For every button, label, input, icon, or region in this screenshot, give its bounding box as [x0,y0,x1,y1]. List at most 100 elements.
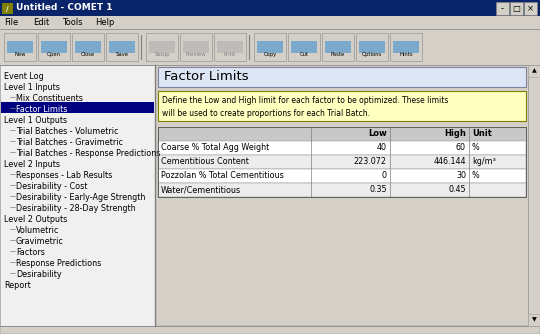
Bar [156,65,528,326]
Text: Preview: Preview [186,52,206,57]
Text: High: High [444,130,466,139]
Bar [214,33,246,61]
Text: Edit: Edit [33,18,49,27]
Bar [390,33,422,61]
Text: Open: Open [47,52,61,57]
Text: Options: Options [362,52,382,57]
Bar [41,41,67,53]
Text: Responses - Lab Results: Responses - Lab Results [16,171,112,180]
Text: Level 1 Inputs: Level 1 Inputs [4,83,60,92]
Text: Desirability: Desirability [16,270,62,279]
Text: -: - [501,4,504,13]
Text: Tools: Tools [62,18,82,27]
Text: Trial Batches - Response Predictions: Trial Batches - Response Predictions [16,149,160,158]
Bar [149,41,175,53]
Bar [0,65,155,326]
Text: /: / [6,5,9,11]
Bar [72,33,104,61]
Text: Coarse % Total Agg Weight: Coarse % Total Agg Weight [161,144,269,153]
Text: 0: 0 [382,171,387,180]
Text: Define the Low and High limit for each factor to be optimized. These limits
will: Define the Low and High limit for each f… [162,96,448,118]
Bar [322,33,354,61]
Text: Print: Print [224,52,236,57]
Text: Untitled - COMET 1: Untitled - COMET 1 [16,3,112,12]
Text: Desirability - Cost: Desirability - Cost [16,182,87,191]
Bar [4,33,36,61]
Text: 223.072: 223.072 [354,158,387,167]
Text: Unit: Unit [472,130,492,139]
Text: Volumetric: Volumetric [16,226,59,235]
Text: Setup: Setup [154,52,170,57]
Text: Cementitious Content: Cementitious Content [161,158,249,167]
Bar [393,41,419,53]
Text: ▲: ▲ [531,68,536,73]
Bar [2,3,13,14]
Text: Factors: Factors [16,248,45,257]
Bar [0,326,540,334]
Text: Hints: Hints [399,52,413,57]
Bar [158,183,526,197]
Bar [528,65,540,77]
Bar [158,127,526,197]
Text: %: % [472,171,480,180]
Text: %: % [472,144,480,153]
Bar [0,16,540,29]
Text: Event Log: Event Log [4,72,44,81]
Bar [359,41,385,53]
Text: Help: Help [96,18,115,27]
Text: Pozzolan % Total Cementitious: Pozzolan % Total Cementitious [161,171,284,180]
Text: Save: Save [116,52,129,57]
Bar [510,2,523,15]
Text: 0.45: 0.45 [448,185,466,194]
Bar [146,33,178,61]
Text: 30: 30 [456,171,466,180]
Bar [109,41,135,53]
Bar [524,2,537,15]
Text: ×: × [527,4,534,13]
Text: Desirability - Early-Age Strength: Desirability - Early-Age Strength [16,193,145,202]
Bar [528,65,540,326]
Text: Trial Batches - Volumetric: Trial Batches - Volumetric [16,127,118,136]
Text: Level 1 Outputs: Level 1 Outputs [4,116,67,125]
Bar [158,155,526,169]
Text: Response Predictions: Response Predictions [16,259,102,268]
Bar [183,41,209,53]
Bar [257,41,283,53]
Bar [356,33,388,61]
Text: Level 2 Outputs: Level 2 Outputs [4,215,68,224]
Text: kg/m³: kg/m³ [472,158,496,167]
Text: Desirability - 28-Day Strength: Desirability - 28-Day Strength [16,204,136,213]
Text: □: □ [512,4,521,13]
Text: New: New [15,52,26,57]
Bar [75,41,101,53]
Text: 446.144: 446.144 [434,158,466,167]
Bar [158,67,526,87]
Text: Gravimetric: Gravimetric [16,237,64,246]
Bar [0,0,540,16]
Text: 0.35: 0.35 [369,185,387,194]
Bar [106,33,138,61]
Bar [217,41,243,53]
Bar [158,169,526,183]
Bar [180,33,212,61]
Text: ▼: ▼ [531,318,536,323]
Text: Close: Close [81,52,95,57]
Text: Mix Constituents: Mix Constituents [16,94,83,103]
Text: Paste: Paste [331,52,345,57]
Text: Cut: Cut [300,52,308,57]
Text: Low: Low [368,130,387,139]
Text: File: File [4,18,18,27]
Text: Report: Report [4,281,31,290]
Bar [158,91,526,121]
Text: Factor Limits: Factor Limits [164,70,248,84]
Text: Water/Cementitious: Water/Cementitious [161,185,241,194]
Bar [325,41,351,53]
Text: Trial Batches - Gravimetric: Trial Batches - Gravimetric [16,138,123,147]
Bar [288,33,320,61]
Text: Level 2 Inputs: Level 2 Inputs [4,160,60,169]
Text: 60: 60 [456,144,466,153]
Bar [528,314,540,326]
Text: 40: 40 [377,144,387,153]
Bar [1,102,154,113]
Bar [158,141,526,155]
